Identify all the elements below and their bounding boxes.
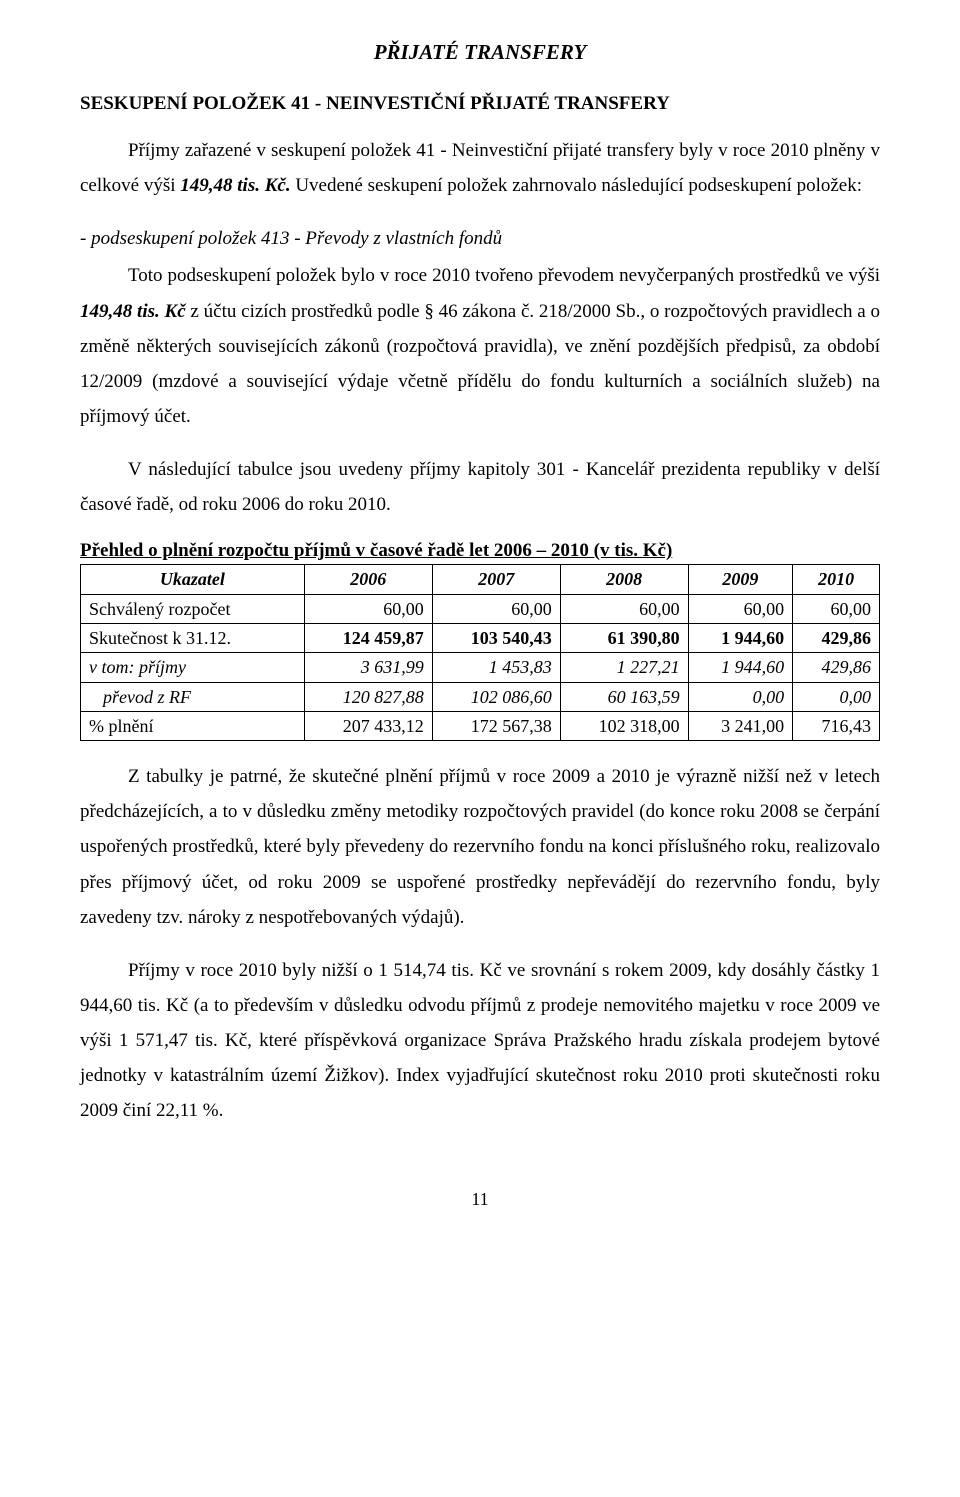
cell-value: 60,00 <box>304 594 432 623</box>
cell-value: 0,00 <box>793 682 880 711</box>
col-header-year: 2010 <box>793 565 880 594</box>
table-row: % plnění207 433,12172 567,38102 318,003 … <box>81 711 880 740</box>
table-row: Skutečnost k 31.12.124 459,87103 540,436… <box>81 624 880 653</box>
row-label: Schválený rozpočet <box>81 594 305 623</box>
page-title: PŘIJATÉ TRANSFERY <box>80 40 880 65</box>
paragraph-4: Z tabulky je patrné, že skutečné plnění … <box>80 759 880 935</box>
cell-value: 61 390,80 <box>560 624 688 653</box>
cell-value: 1 944,60 <box>688 624 792 653</box>
cell-value: 1 944,60 <box>688 653 792 682</box>
income-table: Ukazatel 2006 2007 2008 2009 2010 Schvál… <box>80 564 880 741</box>
cell-value: 1 453,83 <box>432 653 560 682</box>
text: z účtu cizích prostředků podle § 46 záko… <box>80 301 880 427</box>
col-header-year: 2008 <box>560 565 688 594</box>
cell-value: 102 318,00 <box>560 711 688 740</box>
row-label: v tom: příjmy <box>81 653 305 682</box>
amount-text: 149,48 tis. Kč <box>80 301 186 322</box>
table-row: v tom: příjmy3 631,991 453,831 227,211 9… <box>81 653 880 682</box>
col-header-ukazatel: Ukazatel <box>81 565 305 594</box>
col-header-year: 2006 <box>304 565 432 594</box>
paragraph-5: Příjmy v roce 2010 byly nižší o 1 514,74… <box>80 953 880 1129</box>
cell-value: 103 540,43 <box>432 624 560 653</box>
cell-value: 120 827,88 <box>304 682 432 711</box>
table-row: převod z RF120 827,88102 086,6060 163,59… <box>81 682 880 711</box>
cell-value: 60,00 <box>560 594 688 623</box>
row-label: % plnění <box>81 711 305 740</box>
table-row: Schválený rozpočet60,0060,0060,0060,0060… <box>81 594 880 623</box>
cell-value: 716,43 <box>793 711 880 740</box>
text: Toto podseskupení položek bylo v roce 20… <box>128 265 880 286</box>
cell-value: 172 567,38 <box>432 711 560 740</box>
table-title: Přehled o plnění rozpočtu příjmů v časov… <box>80 540 880 562</box>
col-header-year: 2007 <box>432 565 560 594</box>
col-header-year: 2009 <box>688 565 792 594</box>
cell-value: 0,00 <box>688 682 792 711</box>
cell-value: 429,86 <box>793 624 880 653</box>
cell-value: 60 163,59 <box>560 682 688 711</box>
cell-value: 60,00 <box>793 594 880 623</box>
bullet-item: - podseskupení položek 413 - Převody z v… <box>80 221 880 256</box>
cell-value: 207 433,12 <box>304 711 432 740</box>
cell-value: 60,00 <box>432 594 560 623</box>
cell-value: 60,00 <box>688 594 792 623</box>
paragraph-2: Toto podseskupení položek bylo v roce 20… <box>80 258 880 434</box>
row-label: převod z RF <box>81 682 305 711</box>
cell-value: 429,86 <box>793 653 880 682</box>
cell-value: 1 227,21 <box>560 653 688 682</box>
text: Uvedené seskupení položek zahrnovalo nás… <box>291 175 862 196</box>
row-label: Skutečnost k 31.12. <box>81 624 305 653</box>
section-heading: SESKUPENÍ POLOŽEK 41 - NEINVESTIČNÍ PŘIJ… <box>80 93 880 115</box>
document-page: PŘIJATÉ TRANSFERY SESKUPENÍ POLOŽEK 41 -… <box>0 0 960 1270</box>
cell-value: 3 241,00 <box>688 711 792 740</box>
cell-value: 124 459,87 <box>304 624 432 653</box>
paragraph-3: V následující tabulce jsou uvedeny příjm… <box>80 452 880 522</box>
cell-value: 102 086,60 <box>432 682 560 711</box>
amount-text: 149,48 tis. Kč. <box>180 175 290 196</box>
table-header-row: Ukazatel 2006 2007 2008 2009 2010 <box>81 565 880 594</box>
page-number: 11 <box>80 1189 880 1210</box>
paragraph-1: Příjmy zařazené v seskupení položek 41 -… <box>80 133 880 203</box>
cell-value: 3 631,99 <box>304 653 432 682</box>
